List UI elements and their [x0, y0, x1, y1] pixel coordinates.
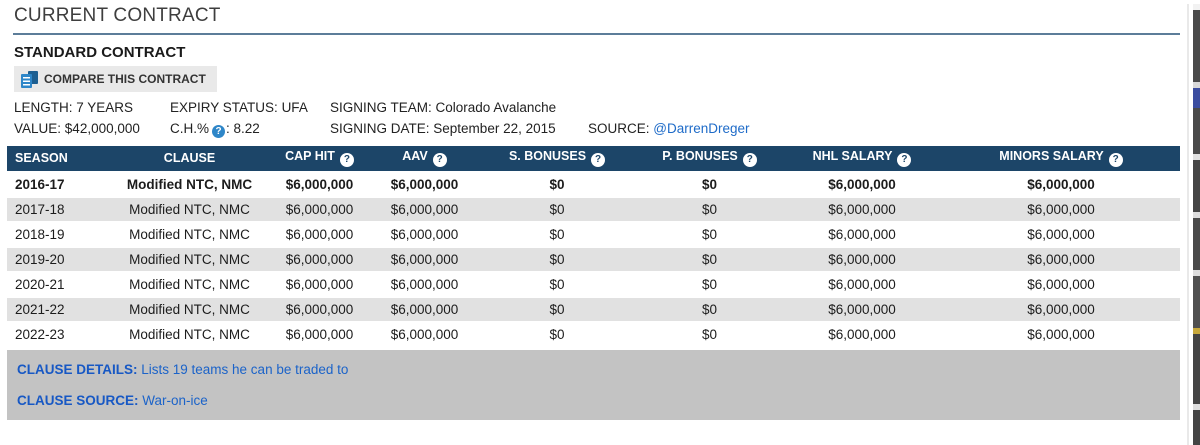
detail-signing-date-value: September 22, 2015 [433, 120, 556, 136]
detail-source-label: SOURCE: [588, 120, 650, 136]
page-title: CURRENT CONTRACT [14, 5, 221, 26]
table-header-row: SEASON CLAUSE CAP HIT? AAV? S. BONUSES? … [7, 145, 1180, 172]
detail-expiry-label: EXPIRY STATUS: [170, 99, 278, 115]
help-icon[interactable]: ? [591, 153, 606, 167]
page-edge-divider [1187, 4, 1189, 445]
help-icon[interactable]: ? [897, 153, 912, 167]
detail-value-label: VALUE: [14, 120, 62, 136]
detail-signing-team: SIGNING TEAM: Colorado Avalanche [330, 99, 588, 117]
help-icon[interactable]: ? [212, 124, 226, 138]
help-icon[interactable]: ? [1108, 153, 1123, 167]
section-title: STANDARD CONTRACT [14, 44, 186, 61]
detail-signing-team-value: Colorado Avalanche [435, 99, 557, 115]
clause-source-label: CLAUSE SOURCE: [17, 392, 139, 408]
detail-length-label: LENGTH: [14, 99, 73, 115]
page-edge-cutoff-content [1193, 4, 1200, 445]
detail-signing-date-label: SIGNING DATE: [330, 120, 430, 136]
table-row: 2018-19 Modified NTC, NMC $6,000,000 $6,… [7, 220, 1180, 248]
detail-length: LENGTH: 7 YEARS [14, 99, 170, 117]
table-row: 2019-20 Modified NTC, NMC $6,000,000 $6,… [7, 245, 1180, 273]
detail-signing-date: SIGNING DATE: September 22, 2015 [330, 120, 588, 138]
clause-details-line: CLAUSE DETAILS: Lists 19 teams he can be… [17, 362, 1170, 377]
source-link[interactable]: @DarrenDreger [653, 120, 750, 136]
column-header-minors-salary: MINORS SALARY? [942, 145, 1180, 172]
detail-expiry-status: EXPIRY STATUS: UFA [170, 99, 330, 117]
detail-value: VALUE: $42,000,000 [14, 120, 170, 138]
detail-cap-hit-pct: C.H.%?: 8.22 [170, 120, 330, 138]
detail-chp-label: C.H.% [170, 120, 210, 136]
table-row: 2016-17 Modified NTC, NMC $6,000,000 $6,… [7, 170, 1180, 198]
help-icon[interactable]: ? [742, 153, 757, 167]
compare-contract-label: COMPARE THIS CONTRACT [44, 72, 206, 86]
clause-source-line: CLAUSE SOURCE: War-on-ice [17, 393, 1170, 408]
column-header-nhl-salary: NHL SALARY? [782, 145, 942, 172]
detail-chp-value: : 8.22 [226, 120, 260, 136]
column-header-clause: CLAUSE [112, 145, 267, 172]
column-header-p-bonuses: P. BONUSES? [637, 145, 782, 172]
current-contract-panel: CURRENT CONTRACT STANDARD CONTRACT COMPA… [0, 4, 1200, 445]
column-header-aav: AAV? [372, 145, 477, 172]
detail-source: SOURCE: @DarrenDreger [588, 120, 1200, 138]
help-icon[interactable]: ? [339, 153, 354, 167]
help-icon[interactable]: ? [432, 153, 447, 167]
contract-table: SEASON CLAUSE CAP HIT? AAV? S. BONUSES? … [7, 145, 1180, 348]
table-row: 2020-21 Modified NTC, NMC $6,000,000 $6,… [7, 270, 1180, 298]
clause-details-label: CLAUSE DETAILS: [17, 361, 138, 377]
clause-details-value: Lists 19 teams he can be traded to [137, 361, 349, 377]
document-back-shape [28, 70, 38, 84]
table-row: 2017-18 Modified NTC, NMC $6,000,000 $6,… [7, 195, 1180, 223]
document-front-shape [21, 73, 32, 88]
detail-value-value: $42,000,000 [64, 120, 140, 136]
clause-source-value: War-on-ice [138, 392, 208, 408]
compare-contract-button[interactable]: COMPARE THIS CONTRACT [14, 66, 217, 92]
title-divider [13, 33, 1180, 35]
compare-documents-icon [21, 70, 38, 88]
detail-spacer [588, 99, 1200, 117]
detail-length-value: 7 YEARS [76, 99, 134, 115]
detail-expiry-value: UFA [281, 99, 308, 115]
column-header-season: SEASON [7, 145, 112, 172]
detail-signing-team-label: SIGNING TEAM: [330, 99, 432, 115]
column-header-cap-hit: CAP HIT? [267, 145, 372, 172]
clause-footer: CLAUSE DETAILS: Lists 19 teams he can be… [7, 349, 1180, 420]
table-row: 2021-22 Modified NTC, NMC $6,000,000 $6,… [7, 295, 1180, 323]
contract-details: LENGTH: 7 YEARS EXPIRY STATUS: UFA SIGNI… [14, 99, 1200, 138]
table-row: 2022-23 Modified NTC, NMC $6,000,000 $6,… [7, 320, 1180, 348]
column-header-s-bonuses: S. BONUSES? [477, 145, 637, 172]
